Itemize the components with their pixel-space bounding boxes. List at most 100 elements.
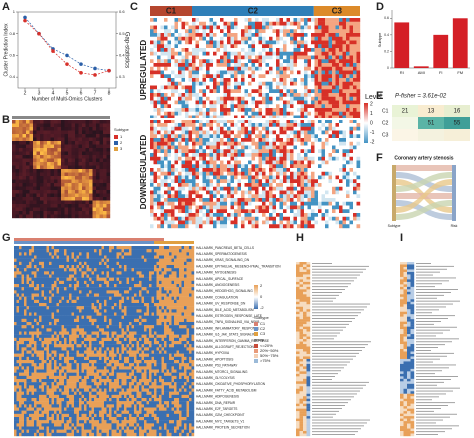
heatmap-cell (31, 303, 35, 307)
heatmap-cell (24, 293, 27, 297)
heatmap-cell (185, 25, 189, 30)
heatmap-cell (279, 164, 284, 169)
heatmap-cell (353, 123, 357, 127)
heatmap-cell (192, 209, 196, 214)
heatmap-cell (26, 144, 30, 149)
heatmap-cell (202, 145, 207, 150)
heatmap-cell (297, 85, 301, 90)
heatmap-cell (16, 337, 20, 342)
heatmap-cell (24, 341, 27, 345)
heatmap-cell (241, 96, 245, 101)
heatmap-cell (185, 134, 189, 139)
heatmap-cell (213, 145, 217, 150)
heatmap-cell (14, 252, 17, 256)
heatmap-cell (199, 194, 203, 199)
heatmap-cell (251, 70, 256, 75)
heatmap-cell (29, 375, 32, 380)
heatmap-cell (31, 369, 35, 373)
heatmap-cell (19, 420, 22, 424)
heatmap-cell (16, 398, 20, 402)
heatmap-cell (206, 111, 210, 116)
heatmap-cell (16, 420, 20, 424)
heatmap-cell (332, 89, 336, 94)
heatmap-cell (150, 123, 154, 127)
heatmap-cell (16, 372, 20, 377)
heatmap-cell (43, 127, 48, 131)
heatmap-cell (41, 328, 45, 332)
heatmap-cell (241, 224, 245, 229)
row-group-label: DOWNREGULATED (139, 135, 148, 210)
heatmap-cell (318, 108, 322, 112)
heatmap-cell (356, 138, 361, 142)
heatmap-cell (297, 21, 301, 26)
heatmap-cell (192, 171, 196, 176)
heatmap-cell (174, 66, 179, 71)
heatmap-cell (57, 204, 62, 208)
heatmap-cell (160, 40, 165, 45)
heatmap-cell (272, 130, 277, 135)
heatmap-cell (276, 104, 280, 109)
heatmap-cell (241, 63, 245, 67)
heatmap-cell (297, 171, 301, 176)
heatmap-cell (150, 51, 154, 56)
heatmap-cell (89, 207, 93, 212)
heatmap-cell (82, 211, 86, 215)
heatmap-cell (22, 207, 27, 212)
heatmap-cell (220, 36, 224, 41)
heatmap-cell (68, 137, 72, 142)
heatmap-cell (307, 205, 312, 210)
heatmap-cell (68, 211, 72, 215)
heatmap-cell (160, 126, 165, 131)
heatmap-cell (174, 18, 179, 22)
heatmap-cell (82, 130, 86, 135)
heatmap-cell (24, 322, 27, 326)
heatmap-cell (216, 198, 221, 202)
heatmap-cell (318, 104, 322, 109)
heatmap-cell (293, 51, 298, 56)
heatmap-cell (209, 70, 214, 75)
heatmap-cell (26, 369, 30, 373)
heatmap-cell (21, 429, 25, 434)
heatmap-cell (41, 429, 45, 434)
heatmap-cell (286, 96, 291, 101)
heatmap-cell (178, 171, 182, 176)
heatmap-cell (43, 158, 48, 163)
heatmap-cell (283, 205, 287, 210)
heatmap-cell (31, 356, 35, 361)
heatmap-cell (286, 179, 291, 184)
heatmap-cell (89, 144, 93, 149)
heatmap-cell (164, 201, 168, 206)
heatmap-cell (234, 183, 238, 187)
heatmap-cell (353, 130, 357, 135)
heatmap-cell (21, 404, 25, 408)
heatmap-cell (29, 190, 34, 194)
heatmap-cell (19, 183, 23, 187)
heatmap-cell (178, 70, 182, 75)
heatmap-cell (234, 175, 238, 180)
heatmap-cell (89, 141, 93, 145)
heatmap-cell (244, 66, 249, 71)
heatmap-cell (325, 186, 329, 191)
heatmap-cell (14, 331, 17, 335)
heatmap-cell (36, 417, 40, 421)
point (65, 62, 69, 66)
heatmap-cell (92, 127, 97, 131)
heatmap-cell (297, 194, 301, 199)
heatmap-cell (297, 111, 301, 116)
heatmap-cell (230, 108, 235, 112)
heatmap-cell (300, 115, 305, 120)
heatmap-cell (150, 216, 154, 221)
heatmap-cell (311, 198, 315, 202)
heatmap-cell (307, 164, 312, 169)
heatmap-cell (353, 48, 357, 52)
annotation-bar (154, 241, 194, 244)
heatmap-cell (26, 151, 30, 156)
heatmap-cell (40, 120, 44, 124)
heatmap-cell (279, 104, 284, 109)
heatmap-cell (230, 160, 235, 165)
heatmap-cell (85, 148, 90, 152)
heatmap-cell (353, 81, 357, 86)
heatmap-cell (262, 183, 266, 187)
heatmap-cell (19, 315, 22, 320)
heatmap-cell (223, 153, 228, 157)
